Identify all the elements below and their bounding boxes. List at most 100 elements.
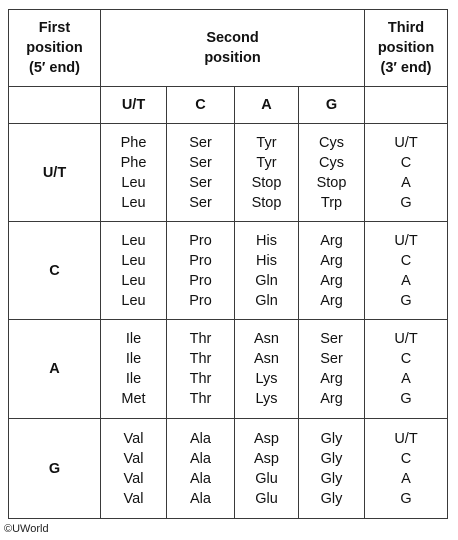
third-base: G — [400, 490, 412, 507]
amino-acid-cell: Gly Gly Gly Gly — [297, 418, 366, 519]
third-base: C — [400, 450, 412, 467]
genetic-code-table: First position (5′ end) Second position … — [8, 9, 449, 519]
amino-acid: Stop — [251, 194, 282, 211]
amino-acid: Asn — [254, 351, 279, 367]
amino-acid: Leu — [121, 174, 146, 191]
first-position-header-line: position — [26, 40, 83, 56]
amino-acid: Arg — [320, 232, 343, 249]
third-base: G — [400, 391, 412, 407]
amino-acid: Tyr — [256, 154, 277, 171]
amino-acid: Gly — [320, 470, 343, 487]
amino-acid: Ala — [190, 490, 211, 507]
amino-acid: Thr — [189, 351, 212, 367]
third-base: U/T — [394, 430, 418, 447]
second-base-label: G — [297, 86, 366, 124]
amino-acid: Asp — [254, 430, 279, 447]
second-base-row: U/T C A G — [8, 86, 449, 124]
second-position-header-line: Second — [206, 30, 259, 46]
third-base-cell: U/T C A G — [364, 221, 449, 320]
third-base: A — [401, 371, 411, 387]
amino-acid: Phe — [120, 134, 147, 151]
first-position-header-line: (5′ end) — [28, 60, 80, 76]
first-position-header: First position (5′ end) — [8, 9, 101, 87]
amino-acid: Glu — [255, 470, 278, 487]
amino-acid: Val — [123, 430, 144, 447]
third-base: G — [400, 292, 412, 309]
second-position-header: Second position — [99, 9, 366, 87]
third-position-header: Third position (3′ end) — [364, 9, 449, 87]
third-base-cell: U/T C A G — [364, 319, 449, 419]
amino-acid-cell: Val Val Val Val — [100, 418, 167, 519]
amino-acid-cell: Leu Leu Leu Leu — [100, 221, 167, 320]
third-base: C — [400, 252, 412, 269]
amino-acid: Ala — [190, 430, 211, 447]
third-base: U/T — [394, 134, 418, 151]
amino-acid: Ile — [125, 331, 142, 347]
amino-acid-cell: Pro Pro Pro Pro — [166, 221, 235, 320]
amino-acid-cell: Tyr Tyr Stop Stop — [234, 123, 299, 222]
amino-acid: Gln — [255, 272, 278, 289]
codon-row: C Leu Leu Leu Leu Pro Pro Pro Pro His Hi… — [8, 221, 449, 320]
amino-acid: Tyr — [256, 134, 277, 151]
copyright-notice: ©UWorld — [4, 523, 49, 535]
amino-acid: Leu — [121, 272, 146, 289]
amino-acid: Stop — [251, 174, 282, 191]
amino-acid: Trp — [320, 194, 343, 211]
first-base-label: U/T — [8, 123, 101, 222]
third-base: A — [401, 470, 411, 487]
amino-acid: Met — [121, 391, 146, 407]
amino-acid: Cys — [319, 154, 344, 171]
third-base: C — [400, 154, 412, 171]
amino-acid: Val — [123, 470, 144, 487]
amino-acid: Ile — [125, 351, 142, 367]
first-base-label: A — [8, 319, 101, 419]
amino-acid: Thr — [189, 331, 212, 347]
amino-acid: Asn — [254, 331, 279, 347]
amino-acid: Gly — [320, 490, 343, 507]
amino-acid: Arg — [320, 252, 343, 269]
second-base-label: U/T — [100, 86, 167, 124]
codon-row: A Ile Ile Ile Met Thr Thr Thr Thr Asn As… — [8, 319, 449, 419]
amino-acid: Leu — [121, 194, 146, 211]
amino-acid: Ala — [190, 470, 211, 487]
amino-acid-cell: Ile Ile Ile Met — [100, 319, 167, 419]
amino-acid: Val — [123, 490, 144, 507]
amino-acid: Ile — [125, 371, 142, 387]
header-row: First position (5′ end) Second position … — [8, 9, 449, 87]
amino-acid: Glu — [255, 490, 278, 507]
amino-acid: Pro — [189, 292, 212, 309]
second-base-label: C — [166, 86, 235, 124]
amino-acid: Leu — [121, 252, 146, 269]
third-base: C — [400, 351, 412, 367]
amino-acid-cell: Arg Arg Arg Arg — [297, 221, 366, 320]
amino-acid: Leu — [121, 232, 146, 249]
amino-acid: Phe — [120, 154, 147, 171]
amino-acid: Asp — [254, 450, 279, 467]
amino-acid: Ser — [320, 331, 343, 347]
amino-acid-cell: Asp Asp Glu Glu — [234, 418, 299, 519]
codon-row: U/T Phe Phe Leu Leu Ser Ser Ser Ser Tyr … — [8, 123, 449, 222]
amino-acid-cell: Phe Phe Leu Leu — [100, 123, 167, 222]
amino-acid: Pro — [189, 232, 212, 249]
amino-acid: Val — [123, 450, 144, 467]
amino-acid-cell: Thr Thr Thr Thr — [166, 319, 235, 419]
third-position-header-line: (3′ end) — [380, 60, 432, 76]
amino-acid: Lys — [255, 371, 278, 387]
empty-cell — [8, 86, 101, 124]
first-base-label: C — [8, 221, 101, 320]
amino-acid-cell: Asn Asn Lys Lys — [234, 319, 299, 419]
amino-acid: Ser — [189, 174, 212, 191]
amino-acid: Gly — [320, 450, 343, 467]
third-base: U/T — [394, 331, 418, 347]
amino-acid: Lys — [255, 391, 278, 407]
third-base-cell: U/T C A G — [364, 418, 449, 519]
second-position-header-line: position — [204, 50, 261, 66]
amino-acid: His — [256, 252, 277, 269]
first-base-label: G — [8, 418, 101, 519]
amino-acid: Arg — [320, 272, 343, 289]
amino-acid: Thr — [189, 391, 212, 407]
amino-acid: Arg — [320, 371, 343, 387]
amino-acid: Thr — [189, 371, 212, 387]
amino-acid: Cys — [319, 134, 344, 151]
amino-acid: Arg — [320, 391, 343, 407]
